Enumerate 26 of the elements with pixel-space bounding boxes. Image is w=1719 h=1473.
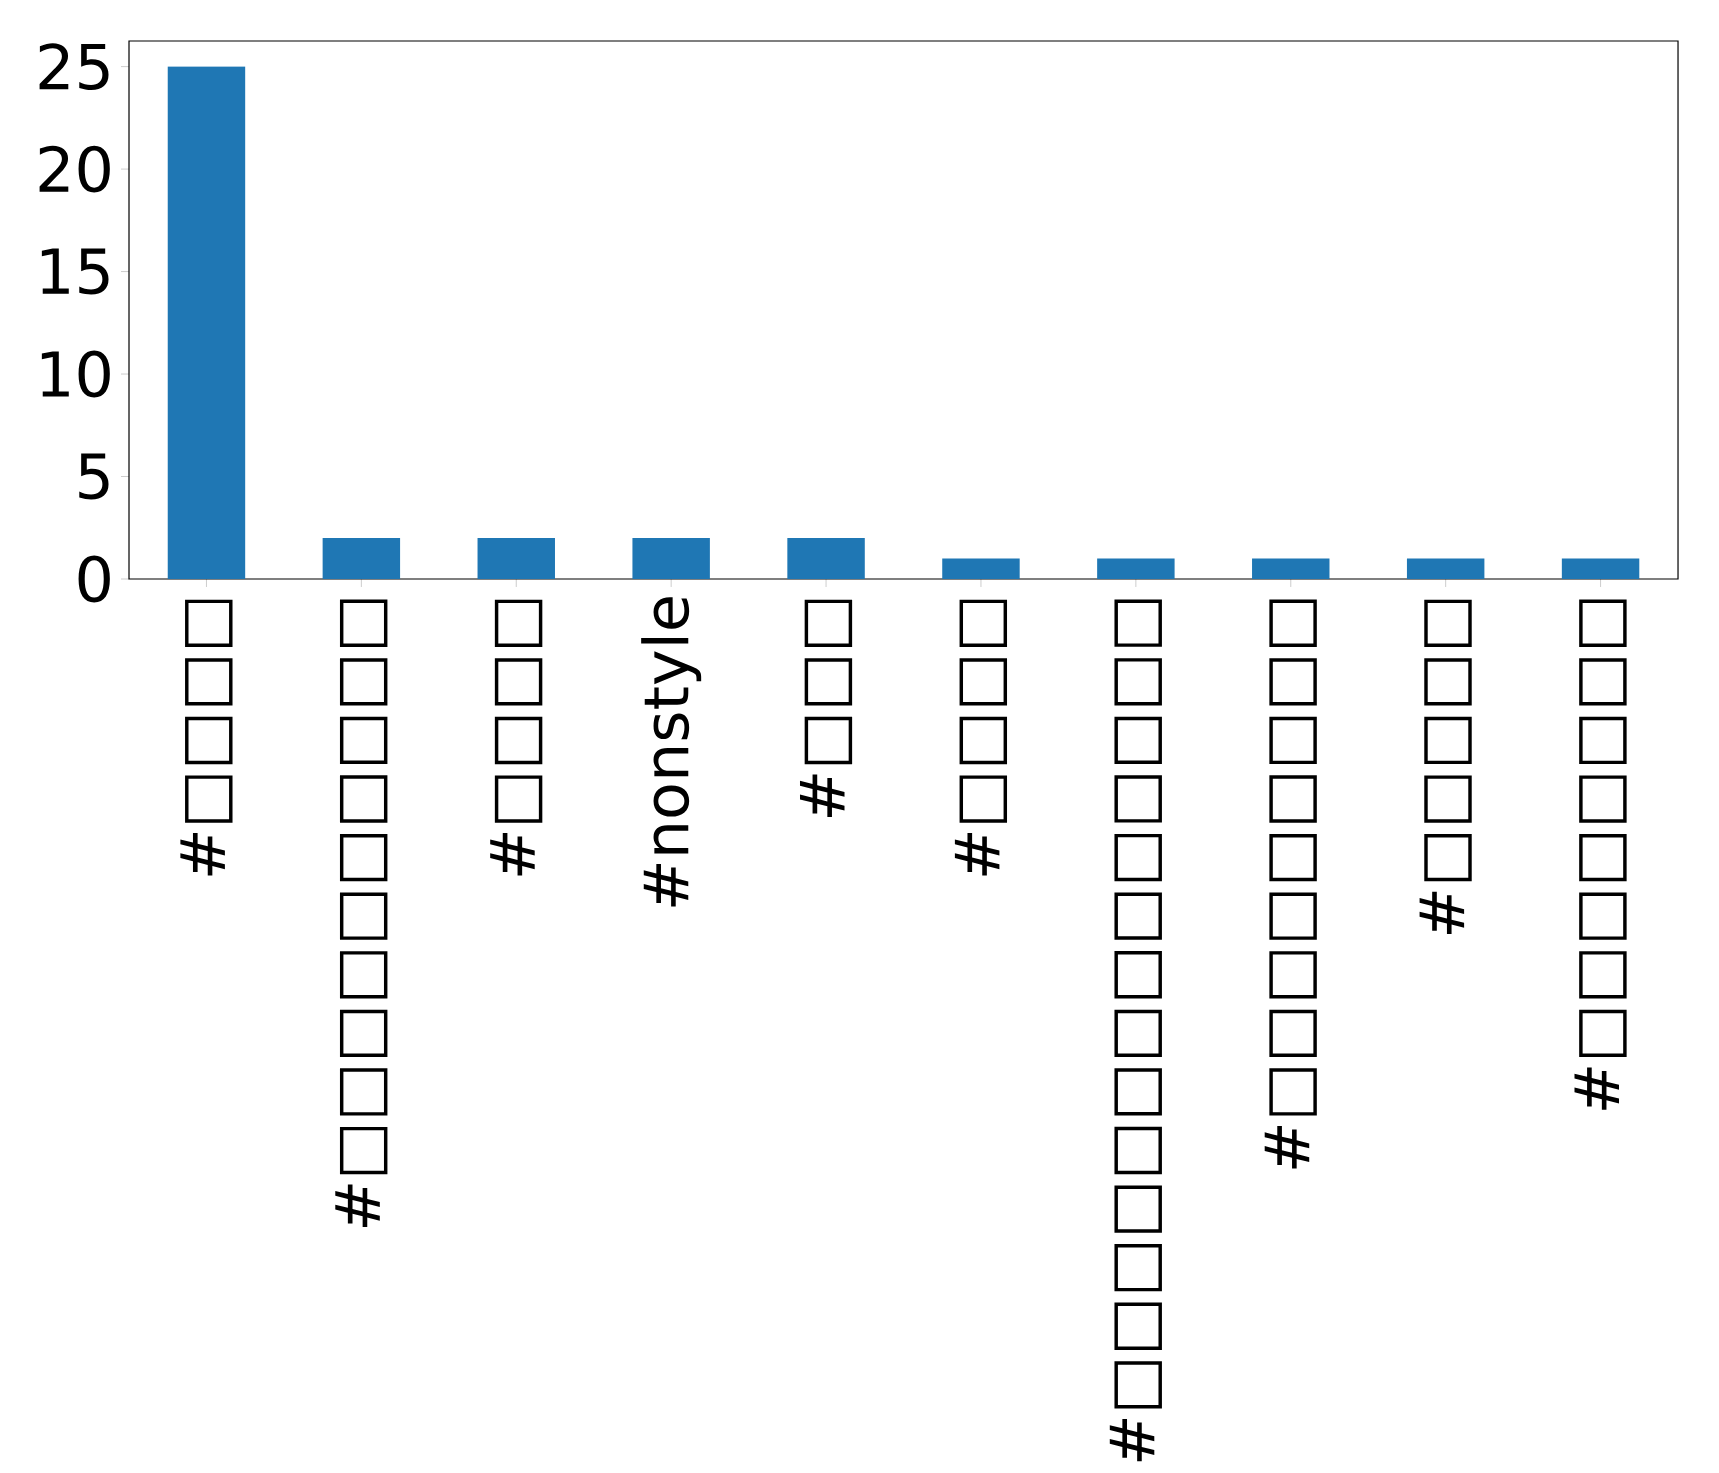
bar [632, 538, 710, 580]
y-tick-label: 15 [41, 248, 109, 295]
x-tick-label: #□□□□ [180, 599, 233, 876]
x-tick-label: #□□□□□□□□□□□□□□ [1109, 599, 1162, 1462]
x-tick-label: #□□□□□ [1419, 599, 1472, 935]
x-tick-label: #□□□□ [490, 599, 543, 876]
bar [787, 538, 865, 580]
x-tick-label: #□□□□ [954, 599, 1008, 876]
bar [1097, 558, 1175, 580]
y-tick-label: 0 [78, 555, 110, 603]
y-tick-label: 10 [41, 350, 110, 398]
bar [167, 66, 246, 580]
y-tick-label: 25 [39, 43, 109, 91]
bar [477, 538, 555, 580]
bar [1561, 558, 1640, 580]
bar [942, 558, 1020, 580]
y-tick-label: 20 [39, 145, 110, 193]
x-tick-label: #□□□□□□□□□□ [335, 599, 388, 1228]
y-tick-label: 5 [79, 453, 109, 500]
bar [322, 538, 401, 580]
x-tick-label: #□□□□□□□□□ [1264, 599, 1317, 1169]
x-tick-label: #□□□□□□□□ [1574, 599, 1627, 1110]
x-tick-label: #□□□ [799, 599, 853, 818]
x-tick-label: #nonstyle [641, 597, 702, 907]
bar [1406, 558, 1485, 580]
bar [1252, 558, 1330, 580]
